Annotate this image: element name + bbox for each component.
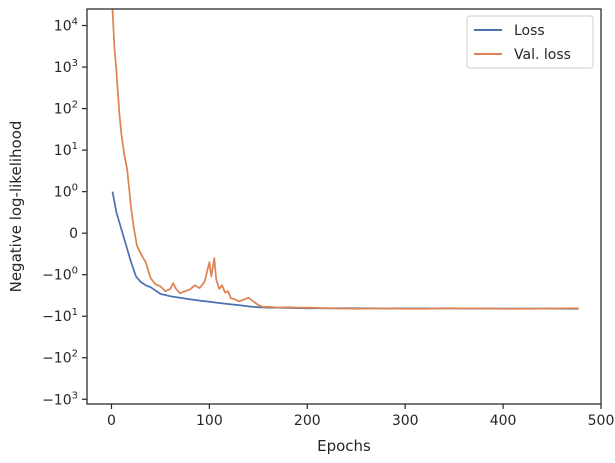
y-axis-label: Negative log-likelihood [7,121,25,293]
x-tick-label: 400 [490,413,517,429]
plot-frame [86,8,602,405]
y-tick-label: −103 [42,390,78,408]
y-tick-label: 103 [54,58,78,76]
legend-label-val-loss: Val. loss [514,47,571,63]
x-axis-ticks: 0 100 200 300 400 500 [107,404,614,429]
x-tick-label: 200 [294,413,321,429]
series-line-loss [111,191,579,310]
y-tick-label: 0 [69,226,78,242]
y-tick-label: −101 [42,307,78,325]
series-line-val-loss [111,9,579,310]
series-layer [111,9,579,310]
y-axis-ticks: 104 103 102 101 100 0 −100 −101 −102 −103 [42,17,87,408]
y-tick-label: 102 [54,100,78,118]
y-tick-label: 101 [54,141,78,159]
x-axis-label: Epochs [317,437,371,455]
x-tick-label: 100 [196,413,223,429]
y-tick-label: −102 [42,349,78,367]
legend-label-loss: Loss [514,23,545,39]
x-tick-label: 500 [588,413,615,429]
y-tick-label: 104 [54,17,78,35]
x-tick-label: 0 [107,413,116,429]
legend: Loss Val. loss [466,15,594,69]
y-tick-label: 100 [54,183,78,201]
y-tick-label: −100 [42,266,78,284]
x-tick-label: 300 [392,413,419,429]
